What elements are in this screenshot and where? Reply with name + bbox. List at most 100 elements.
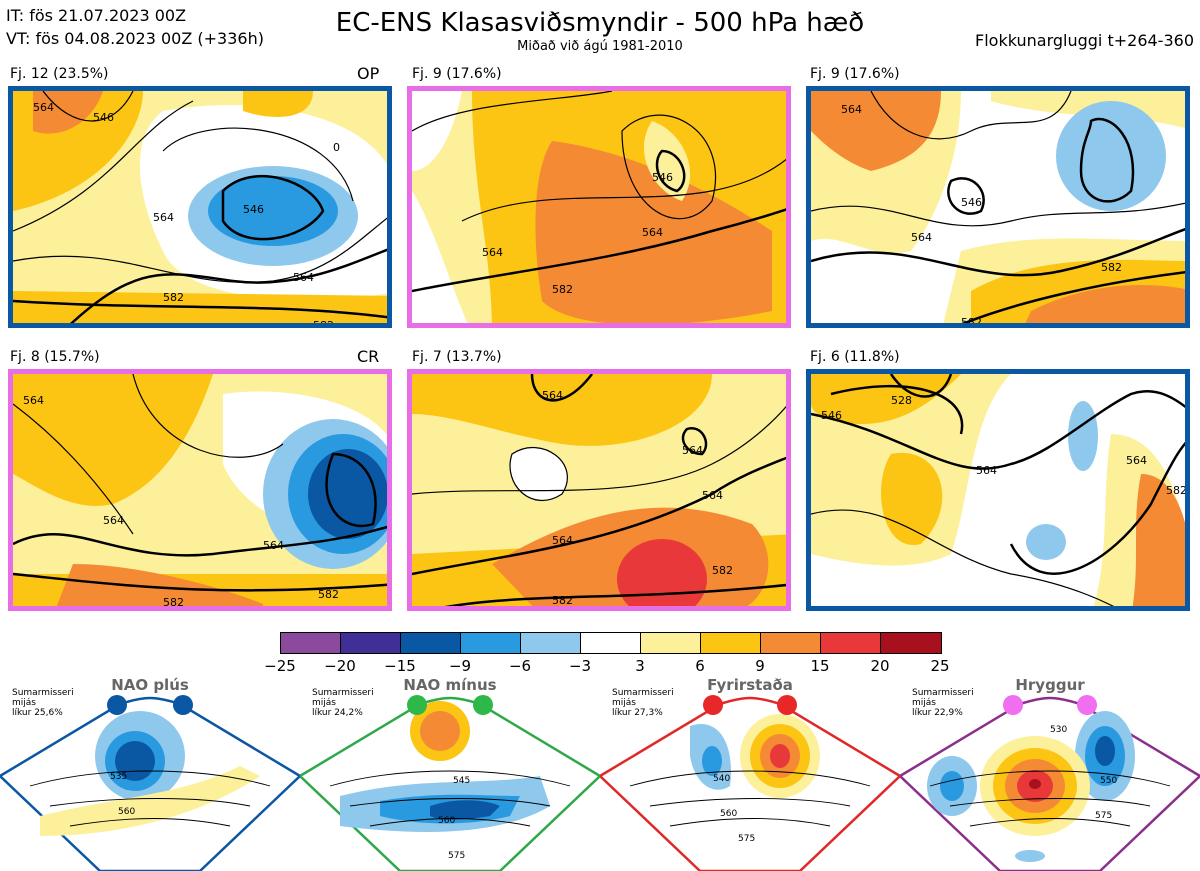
contour-label: 564 [1126, 454, 1147, 467]
panel-2-label: Fj. 9 (17.6%) [412, 66, 502, 82]
regime-marker [473, 695, 493, 715]
contour-label: 582 [712, 564, 733, 577]
legend-swatch [821, 633, 881, 653]
regime-marker [407, 695, 427, 715]
regime-info: Sumarmisseri mijás líkur 24,2% [312, 688, 374, 718]
contour-label: 564 [702, 489, 723, 502]
legend-swatch [761, 633, 821, 653]
contour-label: 582 [1091, 604, 1112, 611]
legend-tick: 25 [930, 657, 950, 675]
contour-label: 564 [542, 389, 563, 402]
run-info: IT: fös 21.07.2023 00Z VT: fös 04.08.202… [6, 4, 264, 50]
contour-label: 564 [841, 103, 862, 116]
contour-label: 575 [448, 851, 465, 861]
legend-tick: −20 [324, 657, 356, 675]
page-subtitle: Miðað við ágú 1981-2010 [517, 39, 683, 54]
contour-label: 545 [453, 776, 470, 786]
regime-info: Sumarmisseri mijás líkur 25,6% [12, 688, 74, 718]
contour-label: 582 [1166, 484, 1187, 497]
panel-4-tag: CR [357, 347, 380, 366]
contour-label: 560 [438, 816, 455, 826]
color-legend [280, 632, 942, 654]
page-title: EC-ENS Klasasviðsmyndir - 500 hPa hæð [335, 8, 865, 38]
regime-marker [777, 695, 797, 715]
regime-marker [1003, 695, 1023, 715]
panel-1-label: Fj. 12 (23.5%) [10, 66, 109, 82]
contour-label: 582 [1101, 261, 1122, 274]
cluster-map-6: 546 528 564 564 582 582 [806, 369, 1190, 611]
legend-tick: −15 [384, 657, 416, 675]
contour-label: 582 [318, 588, 339, 601]
legend-tick: 15 [810, 657, 830, 675]
legend-tick: −3 [568, 657, 592, 675]
legend-swatch [641, 633, 701, 653]
regime-marker [1077, 695, 1097, 715]
legend-swatch [401, 633, 461, 653]
contour-label: 546 [652, 171, 673, 184]
contour-label: 540 [713, 774, 730, 784]
contour-label: 564 [293, 271, 314, 284]
legend-tick: −6 [508, 657, 532, 675]
contour-label: 528 [891, 394, 912, 407]
regime-title: Hryggur [1015, 676, 1085, 694]
contour-label: 546 [243, 203, 264, 216]
panel-3-label: Fj. 9 (17.6%) [810, 66, 900, 82]
regime-title: NAO plús [111, 676, 189, 694]
contour-label: 564 [153, 211, 174, 224]
panel-1-tag: OP [357, 64, 380, 83]
legend-swatch [701, 633, 761, 653]
regime-ridge: 530 550 575 Hryggur Sumarmisseri mijás lík… [900, 676, 1200, 871]
legend-swatch [461, 633, 521, 653]
legend-tick: 3 [635, 657, 645, 675]
regime-nao-plus: 535 560 NAO plús Sumarmisseri mijás líkur … [0, 676, 300, 871]
contour-label: 582 [163, 596, 184, 609]
contour-label: 560 [118, 807, 135, 817]
cluster-map-4: 564 564 564 582 582 [8, 369, 392, 611]
contour-label: 550 [1100, 776, 1117, 786]
regime-blocking: 540 560 575 Fyrirstaða Sumarmisseri mijás… [600, 676, 900, 871]
contour-label: 564 [23, 394, 44, 407]
legend-swatch [581, 633, 641, 653]
contour-label: 564 [682, 444, 703, 457]
contour-label: 564 [33, 101, 54, 114]
contour-label: 564 [263, 539, 284, 552]
legend-swatch [341, 633, 401, 653]
panel-6-label: Fj. 6 (11.8%) [810, 349, 900, 365]
regime-info: Sumarmisseri mijás líkur 22,9% [912, 688, 974, 718]
contour-label: 582 [961, 316, 982, 328]
contour-label: 582 [313, 319, 334, 328]
cluster-map-1: 546 546 564 564 582 582 564 0 [8, 86, 392, 328]
contour-label: 582 [163, 291, 184, 304]
contour-label: 564 [103, 514, 124, 527]
legend-swatch [881, 633, 941, 653]
legend-tick: −9 [448, 657, 472, 675]
contour-label: 564 [642, 226, 663, 239]
contour-label: 575 [738, 834, 755, 844]
contour-label: 546 [93, 111, 114, 124]
legend-tick: 9 [755, 657, 765, 675]
legend-tick: 20 [870, 657, 890, 675]
regime-marker [703, 695, 723, 715]
legend-swatch [521, 633, 581, 653]
contour-label: 535 [110, 772, 127, 782]
regime-marker [107, 695, 127, 715]
contour-label: 546 [961, 196, 982, 209]
regime-info: Sumarmisseri mijás líkur 27,3% [612, 688, 674, 718]
contour-label: 564 [976, 464, 997, 477]
cluster-map-2: 564 546 564 582 [407, 86, 791, 328]
contour-label: 564 [552, 534, 573, 547]
contour-label: 0 [333, 141, 340, 154]
contour-label: 575 [1095, 811, 1112, 821]
initial-time: IT: fös 21.07.2023 00Z [6, 6, 187, 25]
valid-time: VT: fös 04.08.2023 00Z (+336h) [6, 29, 264, 48]
legend-tick: −25 [264, 657, 296, 675]
contour-label: 530 [1050, 725, 1067, 735]
regime-nao-minus: 545 560 575 NAO mínus Sumarmisseri mijás l… [300, 676, 600, 871]
contour-label: 560 [720, 809, 737, 819]
contour-label: 582 [552, 594, 573, 607]
regime-title: Fyrirstaða [707, 676, 793, 694]
classification-window: Flokkunargluggi t+264-360 [975, 31, 1194, 50]
regime-title: NAO mínus [403, 676, 497, 694]
cluster-map-3: 564 546 564 582 582 [806, 86, 1190, 328]
legend-tick: 6 [695, 657, 705, 675]
